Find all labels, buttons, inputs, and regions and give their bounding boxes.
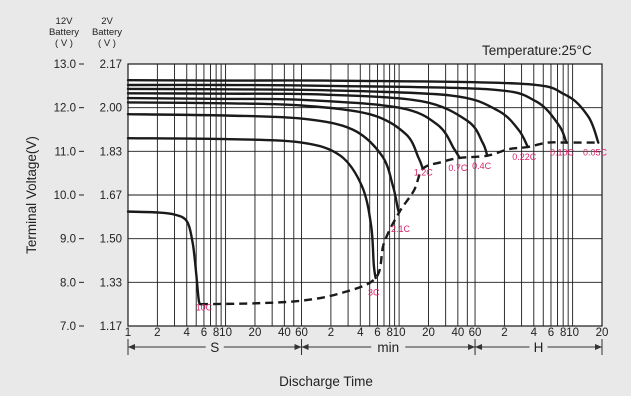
curve-label-0_22C: 0.22C: [512, 152, 537, 162]
header-12v-line3: ( V ): [55, 38, 73, 49]
x-tick-label: 6: [374, 327, 380, 339]
x-tick-label: 40: [278, 327, 291, 339]
curve-label-10C: 10C: [196, 303, 213, 313]
curve-0_4C: [126, 92, 489, 157]
x-tick-label: 4: [184, 327, 191, 339]
curve-labels-layer: 10C 3C 2.1C 1.2C 0.7C 0.4C 0.22C 0.10C 0.05C: [196, 148, 608, 313]
y2-tick-label: 1.67: [100, 190, 122, 202]
y2-tick-label: 1.33: [100, 277, 122, 289]
y12-tick-label: 12.0: [54, 103, 76, 115]
end-voltage-dashed-line: [200, 141, 599, 306]
curve-label-2_1C: 2.1C: [391, 224, 411, 234]
curve-2_1C: [126, 113, 401, 214]
y12-tick-label: 11.0: [54, 146, 76, 158]
plot-border: [127, 63, 603, 327]
curve-0_22C: [126, 87, 529, 149]
x-tick-label: 4: [357, 327, 364, 339]
unit-arrowhead-left: [301, 344, 309, 350]
x-tick-label: 20: [422, 327, 435, 339]
y12-tick-label: 13.0: [54, 59, 76, 71]
header-2v-line1: 2V: [101, 16, 113, 27]
y12-tick-label: 7.0: [60, 321, 76, 333]
x-tick-label: 6: [201, 327, 207, 339]
y2-tick-label: 1.50: [100, 234, 122, 246]
x-tick-label: 60: [295, 327, 308, 339]
y12-tick-label: 9.0: [60, 234, 76, 246]
curve-0_10C: [126, 83, 568, 144]
x-tick-label: 20: [596, 327, 609, 339]
x-tick-label: 40: [451, 327, 464, 339]
curve-3C: [126, 137, 377, 280]
x-tick-label: 10: [393, 327, 406, 339]
x-tick-label: 60: [469, 327, 482, 339]
x-tick-label: 6: [548, 327, 554, 339]
curves-layer: [126, 79, 600, 306]
y12-tick-label: 8.0: [60, 277, 76, 289]
unit-arrowhead-right: [595, 344, 602, 350]
unit-label-S: S: [210, 340, 219, 355]
x-tick-label: 8: [560, 327, 566, 339]
curve-label-1_2C: 1.2C: [414, 167, 434, 177]
x-tick-label: 20: [249, 327, 262, 339]
x-tick-label: 1: [125, 327, 131, 339]
curve-0_05C: [126, 79, 600, 144]
y-ticks-layer: 13.0 2.17 12.0 2.00 11.0 1.83 10.0 1.67 9.0 1.50 8…: [54, 59, 122, 333]
x-tick-label: 4: [531, 327, 538, 339]
x-tick-label: 10: [566, 327, 579, 339]
curve-label-0_10C: 0.10C: [550, 148, 575, 158]
curve-label-0_05C: 0.05C: [583, 148, 608, 158]
grid-layer: [127, 63, 603, 327]
unit-arrowhead-right: [294, 344, 302, 350]
y12-tick-label: 10.0: [54, 190, 76, 202]
y2-tick-label: 1.83: [100, 146, 122, 158]
x-tick-label: 2: [328, 327, 334, 339]
x-axis-title: Discharge Time: [279, 374, 373, 389]
header-2v-line3: ( V ): [98, 38, 116, 49]
unit-label-H: H: [534, 340, 544, 355]
curve-10C: [126, 210, 202, 306]
x-tick-label: 8: [213, 327, 219, 339]
curve-0_7C: [126, 96, 461, 160]
unit-arrowhead-right: [468, 344, 476, 350]
unit-label-min: min: [377, 340, 399, 355]
curve-label-0_7C: 0.7C: [448, 163, 468, 173]
temperature-label: Temperature:25°C: [482, 43, 592, 58]
curve-label-0_4C: 0.4C: [472, 161, 492, 171]
unit-arrowhead-left: [128, 344, 135, 350]
unit-arrowhead-left: [475, 344, 483, 350]
x-tick-label: 2: [501, 327, 507, 339]
x-ticks-layer: 1 2 4 6 8 10 20 40 60 2 4 6 8 10 20 40 60 2 4 6 8 10 20: [125, 327, 609, 339]
x-tick-label: 2: [154, 327, 160, 339]
y-axis-title: Terminal Voltage(V): [24, 136, 39, 254]
x-tick-label: 10: [219, 327, 232, 339]
y2-tick-label: 2.00: [100, 103, 122, 115]
x-tick-label: 8: [386, 327, 392, 339]
y2-tick-label: 1.17: [100, 321, 122, 333]
y2-tick-label: 2.17: [100, 59, 122, 71]
header-12v-line1: 12V: [56, 16, 74, 27]
curve-label-3C: 3C: [368, 287, 380, 297]
curve-1_2C: [126, 101, 424, 170]
header-12v-line2: Battery: [49, 27, 79, 38]
header-2v-line2: Battery: [92, 27, 122, 38]
